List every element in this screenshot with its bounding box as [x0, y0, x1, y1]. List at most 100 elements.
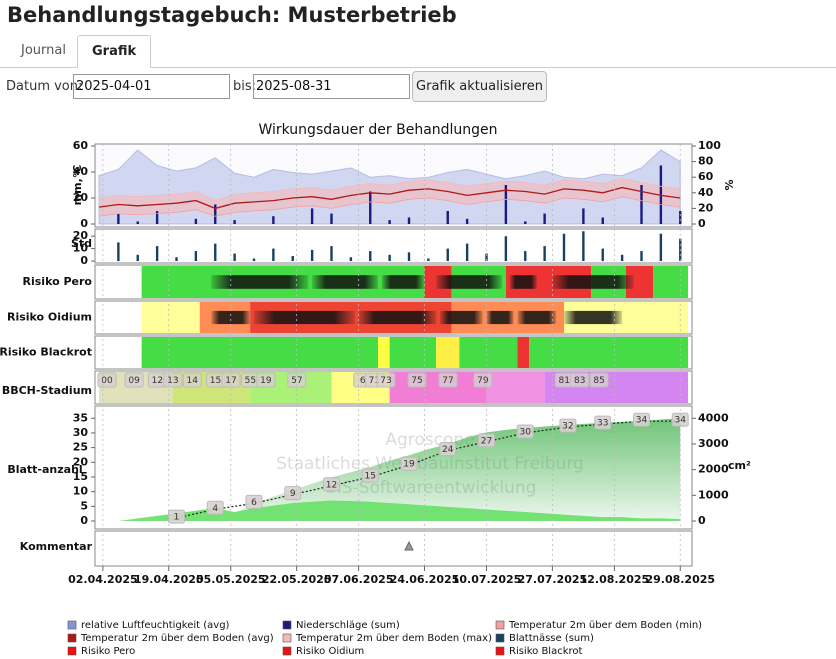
precip-bar [640, 185, 643, 224]
leaf-count-label: 4 [212, 504, 218, 514]
risk-segment [517, 337, 530, 368]
precip-bar [504, 185, 508, 224]
wetness-bar [601, 248, 604, 261]
bbch-box [376, 372, 396, 388]
wetness-bar [446, 248, 449, 261]
leaf-count-box [594, 415, 612, 430]
panel-frame [94, 530, 693, 567]
leaf-area [99, 418, 681, 521]
leaf-count-box [439, 442, 457, 457]
row-label: Kommentar [20, 540, 93, 553]
risk-period [381, 275, 425, 289]
wetness-bar [310, 249, 314, 261]
legend-swatch [282, 646, 292, 656]
bbch-label: 15 [210, 376, 221, 386]
from-input[interactable]: 2025-04-01 [73, 74, 230, 99]
axis-label: cm² [728, 459, 751, 472]
bbch-box [589, 372, 609, 388]
bbch-label: 79 [477, 376, 489, 386]
y-tick-label: 60 [73, 139, 89, 152]
precip-bar [524, 221, 527, 224]
leaf-count-label: 32 [562, 422, 573, 432]
wetness-bar [582, 231, 585, 261]
risk-period [517, 310, 557, 325]
precip-bar [388, 220, 391, 224]
y-tick-label: 20 [698, 201, 714, 214]
y-tick-label: 0 [698, 217, 706, 230]
y-tick-label: 0 [80, 514, 88, 527]
bbch-label: 12 [152, 376, 163, 386]
bbch-box [163, 372, 183, 388]
axis-label: % [723, 179, 736, 190]
risk-segment [378, 337, 390, 368]
bbch-segment [389, 372, 487, 403]
bbch-label: 85 [593, 376, 604, 386]
row-label: Risiko Pero [23, 275, 93, 288]
precip-bar [543, 213, 546, 224]
x-tick-label: 07.06.2025 [324, 573, 394, 586]
precip-bar [679, 211, 682, 224]
y-tick-label: 2000 [698, 463, 729, 476]
leaf-count-label: 33 [597, 419, 608, 429]
wetness-bar [155, 246, 159, 261]
leaf-count-label: 19 [403, 460, 415, 470]
tab[interactable]: Grafik [77, 35, 152, 68]
legend-swatch [67, 620, 77, 630]
precip-bar [407, 217, 411, 224]
leaf-count-label: 1 [174, 513, 180, 523]
precip-bar [214, 204, 217, 224]
bbch-box [407, 372, 427, 388]
wetness-bar [369, 251, 372, 261]
leaf-count-box [361, 468, 379, 483]
leaf-count-label: 15 [365, 471, 376, 481]
leaf-count-label: 30 [520, 427, 532, 437]
risk-period [486, 310, 514, 325]
row-label: Risiko Oidium [7, 311, 92, 324]
temperature-line [98, 186, 681, 210]
y-tick-label: 25 [73, 441, 88, 454]
risk-period [358, 310, 437, 325]
bbch-label: 75 [411, 376, 422, 386]
wetness-bar [524, 251, 527, 261]
wetness-bar [620, 254, 624, 261]
precip-bar [582, 208, 585, 224]
wetness-bar [252, 258, 256, 261]
legend-label: Blattnässe (sum) [509, 633, 594, 644]
wetness-bar [543, 246, 546, 261]
y-tick-label: 20 [73, 229, 89, 242]
tab[interactable]: Journal [21, 43, 66, 58]
wetness-bar [349, 257, 353, 261]
update-button[interactable]: Grafik aktualisieren [412, 71, 547, 102]
legend-swatch [282, 620, 292, 630]
row-label: Std [71, 237, 92, 250]
wetness-bar [640, 251, 643, 261]
wetness-bar [194, 251, 198, 261]
y-tick-label: 20 [73, 191, 89, 204]
x-tick-label: 12.08.2025 [580, 573, 650, 586]
risk-segment [436, 337, 460, 368]
bbch-label: 13 [167, 376, 178, 386]
risk-period [564, 310, 623, 325]
wetness-bar [562, 233, 566, 261]
x-tick-label: 29.08.2025 [645, 573, 715, 586]
bbch-box [124, 372, 144, 388]
legend-swatch [495, 620, 505, 630]
leaf-count-label: 12 [326, 480, 337, 490]
y-tick-label: 1000 [698, 488, 729, 501]
legend-swatch [67, 646, 77, 656]
risk-period [440, 310, 483, 325]
to-input[interactable]: 2025-08-31 [253, 74, 410, 99]
wetness-bar [291, 256, 294, 261]
risk-period [211, 275, 309, 289]
wetness-bar [233, 253, 236, 261]
legend-label: Risiko Blackrot [509, 646, 583, 657]
leaf-count-label: 34 [636, 416, 648, 426]
leaf-count-box [245, 494, 263, 509]
wetness-bar [214, 243, 217, 261]
risk-period [312, 275, 378, 289]
precip-bar [233, 220, 236, 224]
y-tick-label: 40 [73, 165, 89, 178]
wetness-bar [117, 242, 120, 261]
bbch-label: 77 [442, 376, 453, 386]
